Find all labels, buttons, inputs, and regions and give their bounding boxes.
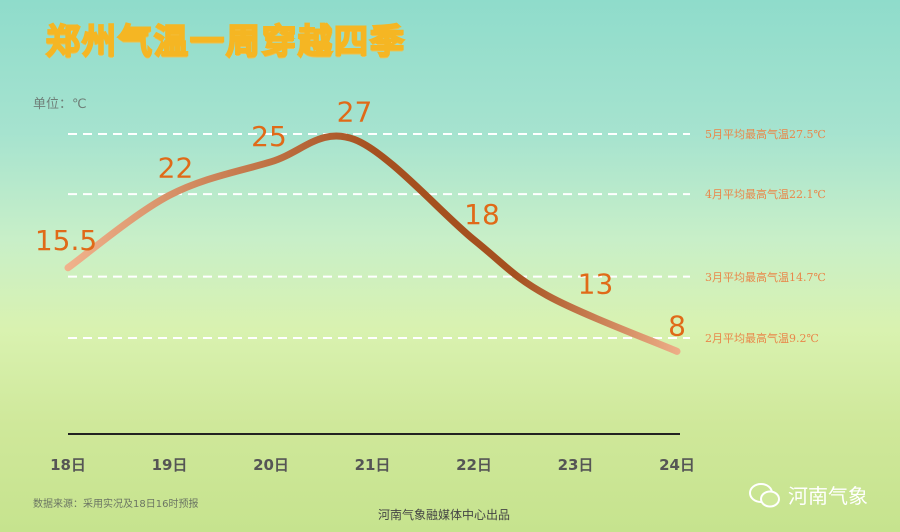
x-tick-label: 18日 (50, 456, 86, 474)
reference-label: 5月平均最高气温27.5℃ (705, 127, 826, 141)
value-label: 18 (464, 198, 500, 231)
reference-label: 3月平均最高气温14.7℃ (705, 270, 826, 284)
reference-label: 2月平均最高气温9.2℃ (705, 332, 819, 345)
x-tick-label: 20日 (253, 456, 289, 474)
x-tick-label: 21日 (355, 456, 391, 474)
x-tick-label: 24日 (659, 456, 695, 474)
value-label: 25 (251, 120, 287, 153)
wechat-icon (749, 482, 780, 507)
unit-label: 单位：℃ (33, 97, 87, 112)
value-label: 13 (578, 268, 614, 301)
value-label: 27 (337, 96, 373, 129)
x-tick-label: 22日 (456, 456, 492, 474)
value-label: 22 (158, 151, 194, 184)
data-source: 数据来源：采用实况及18日16时预报 (33, 499, 199, 510)
value-label: 8 (668, 309, 686, 342)
chart-title: 郑州气温一周穿越四季 (45, 21, 406, 63)
value-label: 15.5 (35, 224, 97, 257)
temperature-line (64, 132, 681, 355)
reference-label: 4月平均最高气温22.1℃ (705, 188, 826, 202)
brand-name: 河南气象 (788, 484, 868, 508)
brand: 河南气象 (748, 480, 868, 509)
credit: 河南气象融媒体中心出品 (378, 508, 511, 522)
x-tick-label: 19日 (152, 456, 188, 474)
x-tick-label: 23日 (558, 456, 594, 474)
